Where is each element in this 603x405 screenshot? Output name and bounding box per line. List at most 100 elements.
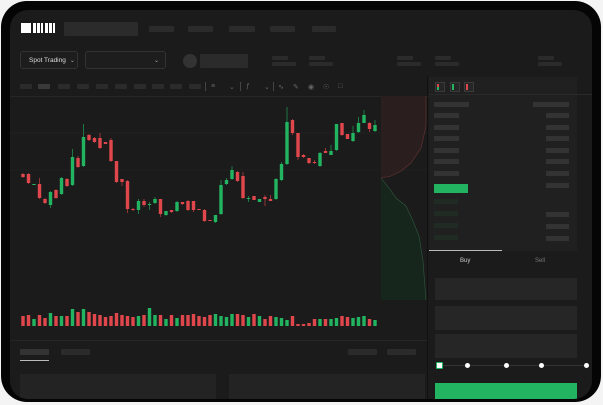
- candle-up[interactable]: [48, 192, 53, 205]
- total-input[interactable]: [435, 334, 577, 358]
- price-input[interactable]: [435, 278, 577, 300]
- candle-down[interactable]: [241, 176, 245, 198]
- market-type-dropdown[interactable]: Spot Trading ⌄: [20, 51, 78, 69]
- candle-up[interactable]: [246, 198, 251, 199]
- candle-down[interactable]: [142, 201, 146, 205]
- tab-open-orders[interactable]: [20, 349, 49, 355]
- candle-up[interactable]: [32, 184, 36, 185]
- candle-down[interactable]: [169, 210, 174, 212]
- slider-stop-25[interactable]: [465, 363, 470, 368]
- interval-button[interactable]: [96, 84, 108, 89]
- interval-button[interactable]: [115, 84, 127, 89]
- candle-up[interactable]: [257, 199, 262, 202]
- candle-up[interactable]: [136, 201, 141, 210]
- filter-button[interactable]: [348, 349, 377, 355]
- interval-button[interactable]: [38, 84, 50, 89]
- candle-up[interactable]: [164, 211, 168, 215]
- candlestick-chart[interactable]: [10, 10, 430, 340]
- candle-down[interactable]: [296, 133, 300, 157]
- candle-up[interactable]: [356, 123, 361, 132]
- candle-up[interactable]: [334, 124, 339, 150]
- interval-button[interactable]: [170, 84, 182, 89]
- candle-down[interactable]: [120, 179, 124, 182]
- candle-down[interactable]: [21, 174, 25, 177]
- interval-button[interactable]: [20, 84, 32, 89]
- candle-down[interactable]: [37, 184, 42, 198]
- amount-slider-handle[interactable]: [436, 362, 443, 369]
- indicator-icon[interactable]: ƒ: [246, 83, 250, 90]
- candle-down[interactable]: [191, 201, 196, 210]
- candle-up[interactable]: [274, 179, 278, 199]
- nav-item[interactable]: [312, 26, 336, 32]
- candle-up[interactable]: [70, 157, 75, 185]
- candle-down[interactable]: [290, 120, 295, 133]
- search-bar[interactable]: [64, 22, 138, 36]
- candle-up[interactable]: [279, 164, 284, 180]
- candle-up[interactable]: [59, 178, 64, 194]
- buy-button[interactable]: [435, 383, 577, 399]
- candle-up[interactable]: [351, 133, 355, 141]
- amount-slider-track[interactable]: [438, 365, 588, 366]
- candle-down[interactable]: [323, 151, 328, 153]
- candle-down[interactable]: [76, 158, 80, 167]
- candle-down[interactable]: [307, 158, 311, 163]
- candle-down[interactable]: [186, 201, 190, 210]
- slider-stop-75[interactable]: [539, 363, 544, 368]
- orderbook-bids-icon[interactable]: [450, 82, 460, 92]
- candle-up[interactable]: [175, 202, 179, 211]
- candle-down[interactable]: [202, 210, 207, 221]
- nav-item[interactable]: [229, 26, 255, 32]
- candle-up[interactable]: [224, 180, 229, 184]
- interval-button[interactable]: [152, 84, 164, 89]
- view-all-button[interactable]: [387, 349, 416, 355]
- slider-stop-50[interactable]: [504, 363, 509, 368]
- nav-item[interactable]: [270, 26, 295, 32]
- candle-down[interactable]: [54, 190, 58, 198]
- candle-down[interactable]: [180, 202, 185, 204]
- pair-dropdown[interactable]: ⌄: [85, 51, 166, 69]
- tab-order-history[interactable]: [61, 349, 90, 355]
- candle-up[interactable]: [362, 115, 366, 123]
- slider-stop-100[interactable]: [584, 363, 589, 368]
- ruler-icon[interactable]: ✎: [293, 84, 299, 91]
- nav-item[interactable]: [149, 26, 174, 32]
- candle-up[interactable]: [285, 122, 289, 164]
- amount-input[interactable]: [435, 306, 577, 330]
- chevron-down-icon[interactable]: ⌄: [264, 84, 270, 91]
- candle-up[interactable]: [230, 170, 234, 179]
- candle-down[interactable]: [263, 197, 267, 199]
- interval-button[interactable]: [134, 84, 146, 89]
- candle-down[interactable]: [340, 123, 344, 135]
- candle-up[interactable]: [329, 151, 333, 155]
- okx-logo[interactable]: [21, 23, 55, 33]
- candle-up[interactable]: [318, 153, 322, 166]
- candle-down[interactable]: [208, 220, 212, 221]
- candle-down[interactable]: [114, 161, 119, 182]
- candle-up[interactable]: [373, 125, 377, 131]
- candle-down[interactable]: [158, 199, 163, 214]
- candle-up[interactable]: [219, 185, 223, 214]
- candle-up[interactable]: [81, 137, 86, 166]
- settings-icon[interactable]: ☉: [323, 84, 330, 91]
- candle-down[interactable]: [197, 209, 201, 210]
- tab-buy[interactable]: Buy: [460, 258, 471, 264]
- line-icon[interactable]: ∿: [278, 84, 284, 91]
- candle-down[interactable]: [65, 179, 69, 186]
- tab-sell[interactable]: Sell: [535, 258, 546, 264]
- candle-up[interactable]: [213, 215, 218, 222]
- orderbook-asks-icon[interactable]: [464, 82, 474, 92]
- candle-down[interactable]: [98, 138, 102, 148]
- candle-up[interactable]: [147, 204, 152, 205]
- candle-down[interactable]: [131, 209, 135, 210]
- candle-down[interactable]: [125, 181, 130, 209]
- candle-down[interactable]: [103, 142, 108, 144]
- interval-button[interactable]: [58, 84, 70, 89]
- candle-down[interactable]: [92, 138, 97, 142]
- candle-down[interactable]: [345, 134, 350, 139]
- orderbook-both-icon[interactable]: [435, 82, 445, 92]
- chevron-down-icon[interactable]: ⌄: [229, 84, 235, 91]
- candle-down[interactable]: [312, 162, 317, 163]
- candle-down[interactable]: [367, 123, 372, 129]
- candle-down[interactable]: [268, 199, 273, 201]
- candle-up[interactable]: [153, 199, 157, 203]
